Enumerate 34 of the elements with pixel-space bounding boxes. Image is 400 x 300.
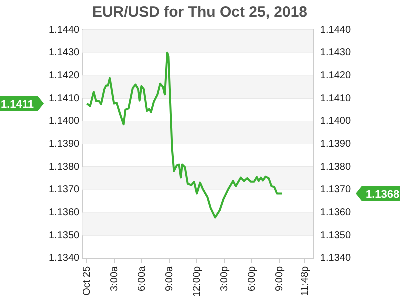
x-tick-label: 11:48p [300, 266, 311, 296]
y2-tick-label: 1.1390 [320, 138, 352, 150]
y2-tick-label: 1.1350 [320, 230, 352, 242]
y2-tick-label: 1.1400 [320, 116, 352, 128]
x-tick-label: 9:00p [274, 266, 286, 292]
x-tick-label: Oct 25 [82, 266, 93, 296]
y2-tick-label: 1.1440 [320, 24, 352, 36]
chart-title: EUR/USD for Thu Oct 25, 2018 [92, 4, 308, 22]
y2-tick-label: 1.1430 [320, 48, 352, 59]
y2-tick-label: 1.1360 [320, 207, 352, 218]
y2-tick-label: 1.1420 [320, 70, 352, 82]
y-tick-label: 1.1420 [48, 70, 80, 82]
y-tick-label: 1.1370 [48, 184, 80, 196]
y2-tick-label: 1.1370 [320, 184, 352, 196]
y-tick-label: 1.1400 [48, 116, 80, 128]
y-tick-label: 1.1410 [48, 93, 80, 104]
x-tick-label: 6:00p [246, 266, 258, 292]
x-tick-label: 12:00p [192, 266, 203, 298]
x-tick-label: 6:00a [136, 266, 148, 292]
y-tick-label: 1.1340 [48, 253, 80, 264]
y-tick-label: 1.1360 [48, 207, 80, 218]
y2-tick-label: 1.1340 [320, 253, 352, 264]
y-tick-label: 1.1350 [48, 230, 80, 242]
y-tick-label: 1.1380 [48, 162, 80, 173]
y-tick-label: 1.1390 [48, 138, 80, 150]
x-tick-label: 3:00a [109, 266, 120, 292]
y2-tick-label: 1.1380 [320, 162, 352, 173]
text: 1.1368 [366, 188, 400, 201]
y-tick-label: 1.1440 [48, 24, 80, 36]
x-tick-label: 3:00p [219, 266, 230, 292]
x-tick-label: 9:00a [164, 266, 176, 292]
y2-tick-label: 1.1410 [320, 93, 352, 104]
y-tick-label: 1.1430 [48, 48, 80, 59]
text: 1.1411 [0, 98, 34, 111]
